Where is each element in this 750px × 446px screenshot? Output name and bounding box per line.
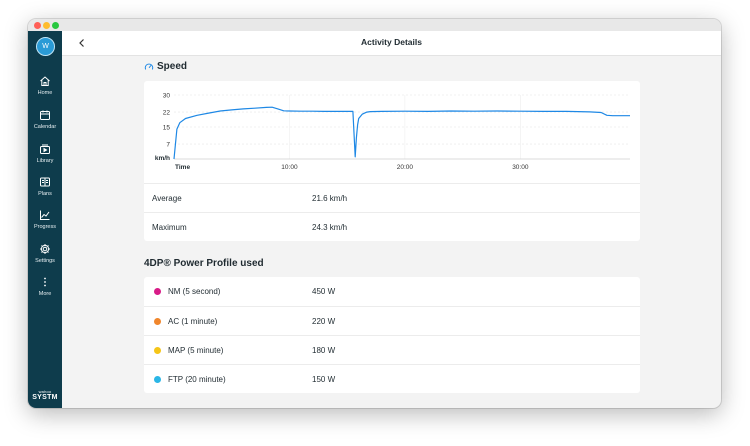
brand-logo: wahoo SYSTM bbox=[28, 389, 62, 402]
power-row-map: MAP (5 minute) 180 W bbox=[144, 335, 640, 364]
power-label: FTP (20 minute) bbox=[168, 375, 226, 384]
power-row-ftp: FTP (20 minute) 150 W bbox=[144, 364, 640, 393]
x-tick-label: 20:00 bbox=[397, 164, 414, 171]
plans-icon bbox=[40, 177, 50, 187]
minimize-window-button[interactable] bbox=[43, 22, 50, 29]
power-value: 220 W bbox=[312, 317, 336, 326]
x-tick-label: 30:00 bbox=[512, 164, 529, 171]
power-label: NM (5 second) bbox=[168, 287, 221, 296]
power-value: 450 W bbox=[312, 287, 336, 296]
gear-icon bbox=[40, 244, 50, 254]
y-tick-label: 22 bbox=[163, 110, 171, 117]
page-title: Activity Details bbox=[361, 37, 422, 47]
speed-title: Speed bbox=[157, 61, 188, 72]
sidebar-item-label: Progress bbox=[33, 224, 56, 230]
close-window-button[interactable] bbox=[34, 22, 41, 29]
power-value: 150 W bbox=[312, 375, 336, 384]
x-axis-label: Time bbox=[175, 164, 190, 171]
sidebar-item-label: Plans bbox=[38, 191, 52, 197]
sidebar-item-library[interactable]: Library bbox=[28, 141, 62, 171]
sidebar-item-label: More bbox=[38, 291, 52, 297]
progress-icon bbox=[40, 210, 50, 220]
sidebar-item-more[interactable]: More bbox=[28, 274, 62, 304]
title-bar bbox=[28, 19, 721, 31]
speed-card: 7 15 22 30 10:00 20:00 30:00 km/h Time Average 2… bbox=[144, 81, 640, 241]
y-tick-label: 7 bbox=[166, 142, 170, 149]
sidebar-item-label: Home bbox=[37, 90, 53, 96]
color-dot bbox=[154, 288, 161, 295]
zoom-window-button[interactable] bbox=[52, 22, 59, 29]
power-profile-title-text: 4DP® Power Profile used bbox=[144, 258, 264, 269]
power-profile-card: NM (5 second) 450 W AC (1 minute) 220 W … bbox=[144, 277, 640, 393]
sidebar-item-home[interactable]: Home bbox=[28, 73, 62, 103]
speed-chart: 7 15 22 30 10:00 20:00 30:00 km/h Time bbox=[155, 93, 630, 171]
speedometer-icon bbox=[144, 63, 154, 70]
color-dot bbox=[154, 318, 161, 325]
power-row-nm: NM (5 second) 450 W bbox=[144, 277, 640, 305]
power-value: 180 W bbox=[312, 346, 336, 355]
x-tick-label: 10:00 bbox=[281, 164, 298, 171]
sidebar-item-plans[interactable]: Plans bbox=[28, 174, 62, 204]
sidebar-item-label: Calendar bbox=[33, 124, 57, 130]
brand-bottom: SYSTM bbox=[32, 394, 58, 401]
speed-line bbox=[173, 106, 630, 160]
color-dot bbox=[154, 347, 161, 354]
sidebar-item-calendar[interactable]: Calendar bbox=[28, 107, 62, 137]
home-icon bbox=[40, 76, 50, 86]
y-tick-label: 30 bbox=[163, 93, 171, 100]
sidebar-item-settings[interactable]: Settings bbox=[28, 241, 62, 271]
stat-label: Average bbox=[152, 194, 182, 203]
stat-value: 21.6 km/h bbox=[312, 194, 348, 203]
stat-label: Maximum bbox=[152, 223, 187, 232]
stat-row-average: Average 21.6 km/h bbox=[144, 183, 640, 212]
stat-row-maximum: Maximum 24.3 km/h bbox=[144, 212, 640, 241]
stat-value: 24.3 km/h bbox=[312, 223, 348, 232]
power-label: AC (1 minute) bbox=[168, 317, 218, 326]
power-row-ac: AC (1 minute) 220 W bbox=[144, 306, 640, 335]
library-icon bbox=[40, 144, 50, 154]
power-label: MAP (5 minute) bbox=[168, 346, 224, 355]
top-bar: Activity Details bbox=[62, 31, 721, 56]
chevron-left-icon[interactable] bbox=[76, 37, 88, 49]
y-axis-label: km/h bbox=[155, 155, 170, 162]
sidebar-item-label: Library bbox=[36, 158, 54, 164]
sidebar: W Home Calendar Library bbox=[28, 31, 62, 408]
sidebar-item-progress[interactable]: Progress bbox=[28, 207, 62, 237]
speed-section-title: Speed bbox=[144, 61, 187, 72]
color-dot bbox=[154, 376, 161, 383]
app-window: W Home Calendar Library bbox=[28, 19, 721, 408]
calendar-icon bbox=[40, 110, 50, 120]
y-tick-label: 15 bbox=[163, 125, 171, 132]
brand-top: wahoo bbox=[38, 389, 52, 394]
more-icon bbox=[44, 277, 46, 287]
sidebar-item-label: Settings bbox=[35, 258, 55, 264]
avatar[interactable]: W bbox=[36, 37, 55, 56]
power-profile-title: 4DP® Power Profile used bbox=[144, 258, 264, 269]
